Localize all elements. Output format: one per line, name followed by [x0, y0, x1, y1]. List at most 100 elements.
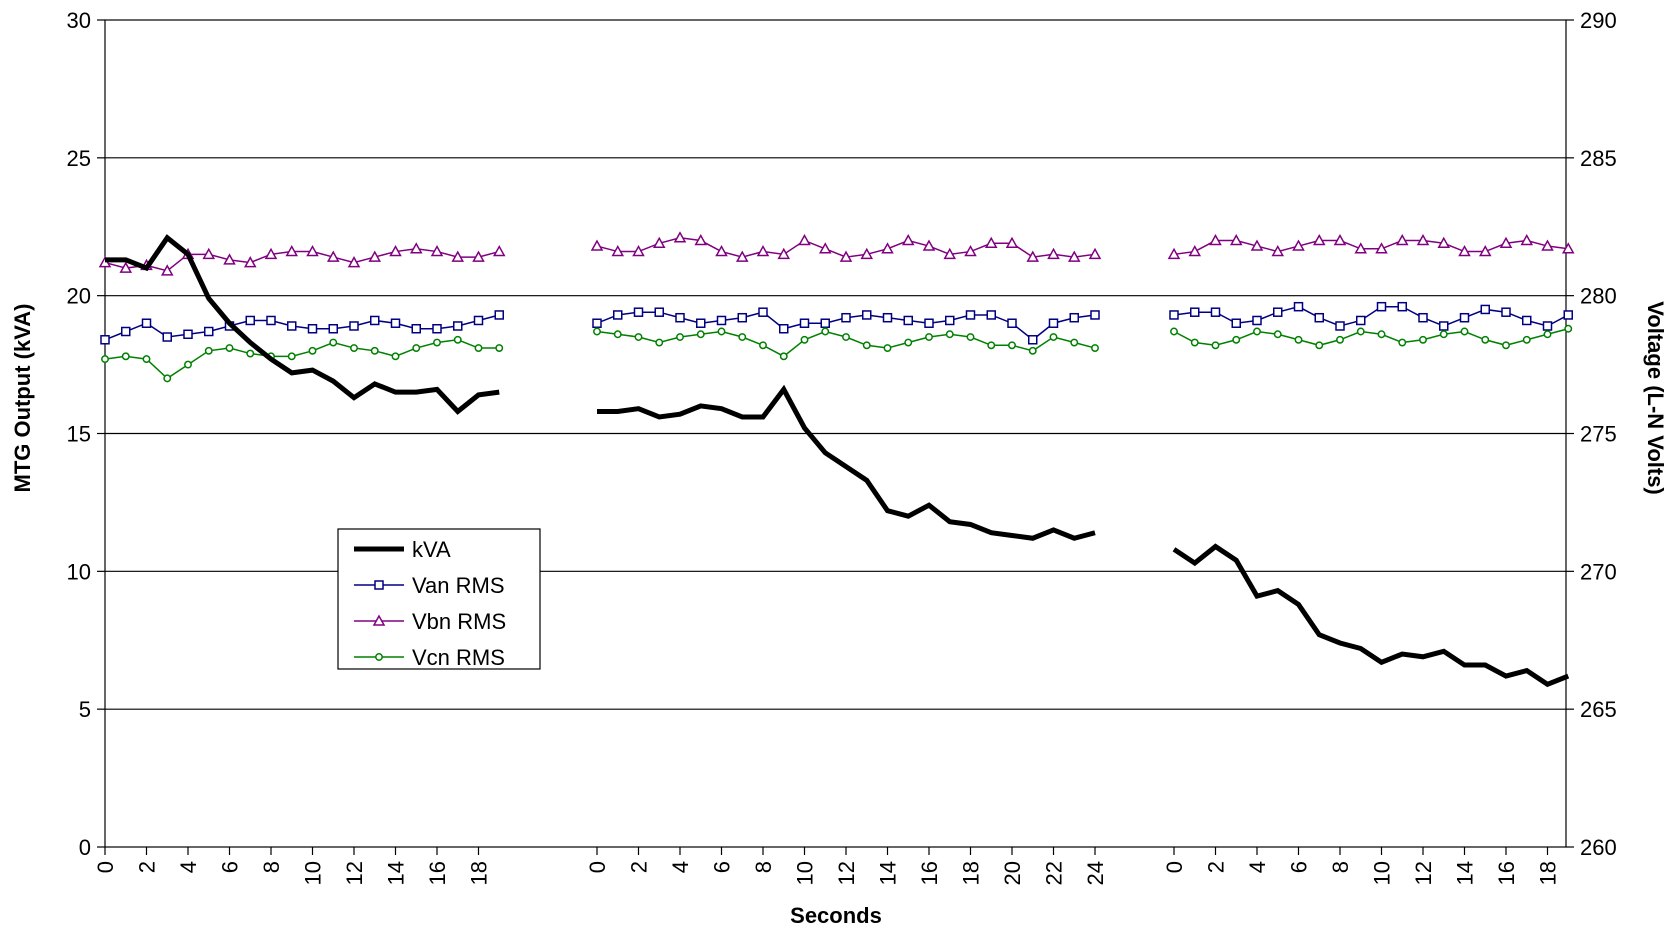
van-rms-point [494, 310, 504, 320]
vbn-rms-point [223, 253, 236, 265]
vcn-rms-point [121, 352, 130, 361]
x-tick-label: 16 [917, 861, 942, 885]
vcn-rms-point [1481, 335, 1490, 344]
vcn-rms-point [779, 352, 788, 361]
vcn-rms-point [1460, 327, 1469, 336]
series-kva-segment-1 [105, 234, 500, 415]
vcn-rms-point [987, 341, 996, 350]
van-rms-point [411, 323, 421, 334]
y-tick-label-right: 285 [1580, 146, 1617, 171]
van-rms-point [287, 321, 297, 331]
vbn-rms-point [1416, 233, 1430, 246]
van-rms-point [1418, 312, 1428, 323]
legend-marker-vbn-rms [372, 614, 386, 626]
x-tick-label: 2 [627, 861, 652, 873]
x-tick-label: 18 [1536, 861, 1561, 885]
legend-marker-vcn-rms [375, 653, 383, 661]
vbn-rms-point [777, 247, 791, 260]
van-rms-point [633, 307, 644, 317]
x-tick-label: 0 [1162, 861, 1187, 873]
vcn-rms-point [1502, 341, 1510, 350]
vcn-rms-point [1070, 338, 1079, 347]
vbn-rms-point [798, 233, 811, 246]
vcn-rms-line [1173, 328, 1569, 347]
vcn-rms-point [308, 346, 317, 355]
vcn-rms-point [862, 341, 871, 350]
vbn-rms-point [964, 245, 977, 257]
vbn-rms-point [1375, 242, 1388, 254]
x-tick-label: 4 [668, 861, 693, 873]
vbn-rms-point [1167, 247, 1181, 260]
vbn-rms-point [1271, 245, 1285, 257]
vcn-rms-point [1190, 338, 1199, 347]
vbn-rms-point [119, 261, 133, 273]
van-rms-point [1169, 310, 1179, 320]
vbn-rms-point [306, 245, 319, 257]
y-tick-label-right: 265 [1580, 697, 1617, 722]
vcn-rms-point [696, 330, 705, 339]
x-tick-label: 2 [1204, 861, 1229, 873]
van-rms-point [758, 307, 768, 317]
vcn-rms-point [370, 346, 379, 355]
vcn-rms-point [453, 335, 462, 344]
legend-label-kva: kVA [412, 537, 451, 562]
vbn-rms-point [1395, 233, 1409, 246]
vcn-rms-point [101, 355, 109, 364]
vbn-rms-point [984, 236, 998, 249]
x-tick-label: 12 [834, 861, 859, 885]
van-rms-point [1231, 318, 1241, 328]
vbn-rms-point [1088, 247, 1102, 260]
vbn-rms-point [430, 245, 444, 257]
vbn-rms-point [611, 245, 625, 257]
x-tick-label: 12 [342, 861, 367, 885]
van-rms-point [266, 315, 276, 326]
van-rms-point [1501, 307, 1511, 317]
van-rms-point [945, 315, 955, 326]
vcn-rms-point [1028, 346, 1037, 355]
van-rms-point [1480, 304, 1490, 315]
van-rms-point [799, 318, 810, 328]
van-rms-point [924, 318, 934, 328]
van-rms-point [1048, 318, 1059, 328]
vbn-rms-point [1209, 233, 1222, 246]
vcn-rms-point [495, 344, 504, 352]
van-rms-point [1376, 301, 1387, 312]
vcn-rms-point [1564, 324, 1573, 333]
vbn-rms-point [735, 250, 749, 262]
left-y-axis: 0 5 10 15 20 25 30 [67, 8, 105, 860]
vcn-rms-point [433, 338, 441, 347]
legend-label-vcn-rms: Vcn RMS [412, 645, 505, 670]
vcn-rms-point [1419, 335, 1427, 344]
van-rms-point [716, 315, 727, 326]
y-tick-label-left: 20 [67, 284, 91, 309]
vcn-rms-point [412, 344, 421, 352]
x-tick-label: 2 [135, 861, 160, 873]
vbn-rms-point [389, 245, 402, 257]
van-rms-point [307, 323, 318, 334]
series-van-rms-segment-2 [592, 307, 1100, 345]
kva-line [597, 384, 1096, 541]
vcn-rms-point [759, 341, 767, 350]
x-tick-label: 18 [959, 861, 984, 885]
vcn-rms-point [966, 333, 975, 341]
kva-line [105, 234, 500, 415]
vcn-rms-point [1377, 330, 1386, 339]
vbn-rms-point [1026, 250, 1040, 262]
x-tick-label: 8 [259, 861, 284, 873]
x-tick-label: 14 [876, 861, 901, 885]
van-rms-point [141, 318, 152, 328]
vbn-rms-point [1250, 239, 1264, 251]
van-rms-point [162, 332, 172, 342]
series-layer [98, 231, 1575, 688]
vcn-rms-point [613, 330, 622, 339]
vbn-rms-point [492, 245, 506, 257]
x-tick-label: 18 [467, 861, 492, 885]
vcn-rms-point [225, 344, 234, 352]
y-tick-label-left: 0 [79, 835, 91, 860]
series-kva-segment-3 [1172, 543, 1570, 688]
vbn-rms-point [632, 245, 645, 257]
x-tick-label: 10 [793, 861, 818, 885]
van-rms-point [820, 318, 830, 328]
vcn-rms-point [655, 338, 664, 347]
vbn-rms-point [943, 247, 957, 260]
